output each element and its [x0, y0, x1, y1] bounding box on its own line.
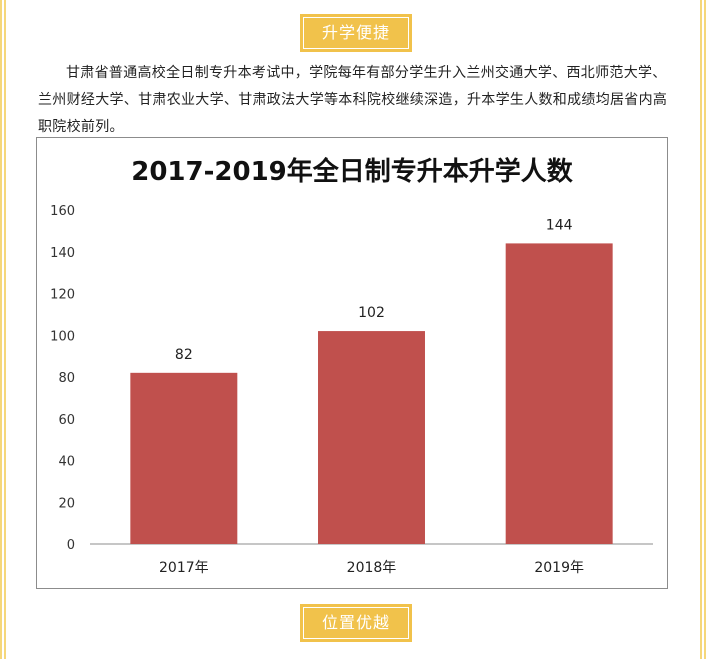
section-tag-location: 位置优越: [300, 604, 412, 642]
section-tag-admission: 升学便捷: [300, 14, 412, 52]
bar: [130, 372, 238, 544]
chart-title: 2017-2019年全日制专升本升学人数: [131, 156, 574, 187]
bar: [318, 331, 425, 544]
page-border-left: [0, 0, 6, 659]
y-tick-label: 160: [50, 204, 75, 219]
section-tag-label: 位置优越: [303, 607, 409, 639]
y-tick-label: 0: [67, 538, 75, 553]
x-tick-label: 2019年: [534, 560, 584, 576]
data-label: 144: [546, 217, 573, 233]
bar: [505, 243, 613, 544]
y-tick-label: 140: [50, 246, 75, 261]
data-label: 82: [175, 347, 193, 363]
y-tick-label: 60: [58, 413, 75, 428]
section-tag-label: 升学便捷: [303, 17, 409, 49]
data-label: 102: [358, 305, 385, 321]
intro-paragraph: 甘肃省普通高校全日制专升本考试中，学院每年有部分学生升入兰州交通大学、西北师范大…: [38, 65, 668, 135]
chart-container: 2017-2019年全日制专升本升学人数 0 20 40 60 80 100 120 140 16…: [36, 137, 668, 589]
bar-chart: 2017-2019年全日制专升本升学人数 0 20 40 60 80 100 120 140 16…: [50, 156, 653, 576]
page-border-right: [700, 0, 706, 659]
y-tick-label: 80: [58, 371, 75, 386]
x-tick-label: 2018年: [347, 560, 397, 576]
y-tick-label: 20: [58, 496, 75, 511]
y-tick-label: 120: [50, 288, 75, 303]
x-tick-label: 2017年: [159, 560, 209, 576]
y-tick-label: 100: [50, 329, 75, 344]
y-tick-label: 40: [58, 455, 75, 470]
